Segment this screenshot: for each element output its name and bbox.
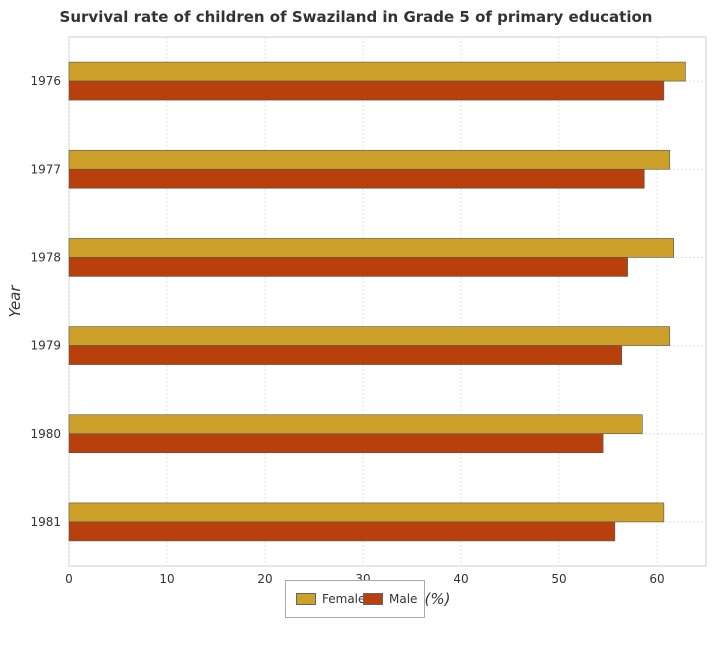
y-tick-label: 1979: [30, 339, 61, 353]
y-tick-label: 1980: [30, 427, 61, 441]
bar-male-1977: [68, 168, 645, 189]
bar-female-1980: [68, 414, 643, 435]
bar-male-1979: [68, 345, 623, 365]
x-tick-label: 10: [159, 572, 174, 586]
plot-area: 0102030405060197619771978197919801981Sur…: [6, 36, 707, 608]
x-tick-label: 0: [65, 572, 73, 586]
legend-swatch-male: [363, 593, 383, 605]
y-axis-title: Year: [6, 285, 24, 318]
x-tick-label: 60: [649, 572, 664, 586]
bar-female-1978: [68, 238, 674, 258]
bar-female-1977: [68, 149, 671, 170]
legend: Female Male: [285, 580, 425, 618]
y-tick-label: 1981: [30, 515, 61, 529]
y-tick-label: 1977: [30, 162, 61, 176]
legend-swatch-female: [296, 593, 316, 605]
y-tick-label: 1976: [30, 74, 61, 88]
x-tick-label: 20: [257, 572, 272, 586]
legend-label-male: Male: [389, 592, 418, 606]
bar-male-1981: [68, 521, 616, 542]
legend-item-female: Female: [296, 590, 365, 608]
chart-title: Survival rate of children of Swaziland i…: [59, 8, 653, 26]
legend-label-female: Female: [322, 592, 366, 606]
x-tick-label: 50: [551, 572, 566, 586]
bar-female-1981: [68, 502, 665, 523]
x-tick-label: 40: [453, 572, 468, 586]
y-tick-label: 1978: [30, 250, 61, 264]
bar-female-1976: [68, 61, 686, 82]
bar-female-1979: [68, 326, 671, 346]
bar-male-1980: [68, 433, 604, 454]
bar-male-1976: [68, 80, 665, 101]
legend-item-male: Male: [363, 590, 417, 608]
plot-frame: [68, 36, 707, 567]
bar-male-1978: [68, 257, 628, 277]
